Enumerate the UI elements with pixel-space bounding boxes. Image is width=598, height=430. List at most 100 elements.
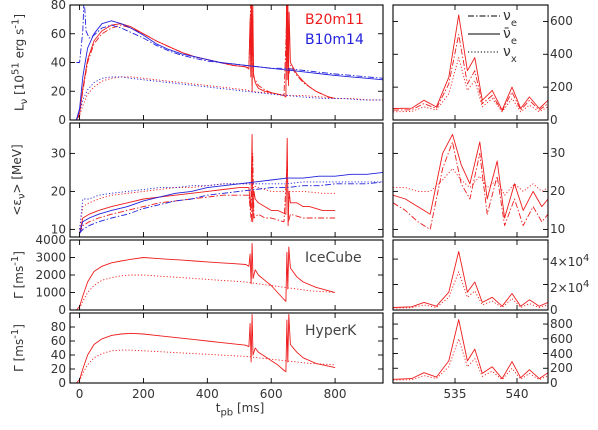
y-tick-label: 80 (51, 320, 66, 334)
y-tick-label: 30 (550, 146, 566, 161)
y-tick-label-text: 400 (550, 47, 573, 62)
y-tick-label: 20 (51, 362, 66, 376)
y-tick-label-text: 10 (550, 222, 566, 237)
y-tick-label: 60 (51, 27, 66, 41)
panel-frame (392, 4, 549, 121)
y-tick-label: 40 (51, 56, 66, 70)
y-tick-label-text: 0 (550, 113, 558, 127)
panel-icecube-zoom: 0 2×104 4×104 (392, 239, 590, 317)
flavor-legend: νeν̄eνx (468, 8, 517, 65)
panel-mean_energy-zoom: 10 20 30 (392, 122, 566, 238)
line-b20m11-nux (76, 274, 336, 310)
line-b10m14-nue (76, 5, 383, 79)
y-tick-label: 200 (550, 361, 573, 376)
y-tick-label: 800 (550, 317, 573, 332)
zoom-line-b20m11-nux (393, 338, 548, 381)
panel-frame (69, 122, 384, 238)
detector-label: IceCube (305, 250, 362, 266)
y-tick-label-text: 600 (550, 14, 573, 29)
y-tick-label-text: 600 (550, 331, 573, 346)
panel-frame (69, 312, 384, 384)
line-b10m14-nux (79, 181, 383, 230)
x-tick-label: 535 (444, 387, 467, 401)
y-tick-label: 20 (550, 184, 566, 199)
y-tick-label-text: 400 (550, 346, 573, 361)
line-b10m14-nue_bar (79, 171, 383, 234)
detector-label: HyperK (305, 323, 357, 339)
legend-model-b20m11: B20m11 (305, 12, 364, 28)
zoom-line-b20m11-nue_bar (393, 251, 548, 308)
y-tick-label-text: 800 (550, 317, 573, 332)
y-tick-label-text: 4×104 (550, 253, 590, 269)
y-tick-label: 400 (550, 47, 573, 62)
y-tick-label: 20 (51, 184, 66, 198)
zoom-line-b20m11-nue (393, 34, 548, 112)
y-tick-label: 600 (550, 14, 573, 29)
y-tick-label: 4000 (35, 233, 66, 247)
y-tick-label: 80 (51, 0, 66, 12)
y-tick-label: 4×104 (550, 253, 590, 269)
y-tick-label: 0 (550, 303, 558, 317)
x-tick-label: 540 (506, 387, 529, 401)
y-tick-label: 3000 (35, 251, 66, 265)
model-legend: B20m11 B10m14 (305, 12, 364, 48)
series-group (393, 133, 548, 230)
series-group (393, 14, 548, 113)
y-tick-label: 60 (51, 334, 66, 348)
line-b20m11-nue_bar (76, 243, 336, 310)
series-group (79, 133, 383, 234)
y-tick-label: 0 (58, 113, 66, 127)
y-tick-label-text: 0 (550, 303, 558, 317)
line-b20m11-nue_bar (75, 5, 336, 120)
line-b20m11-nux (76, 349, 336, 383)
series-group (76, 313, 336, 383)
line-b20m11-nux (76, 76, 383, 120)
y-tick-label: 1000 (35, 286, 66, 300)
line-b10m14-nux (75, 76, 383, 120)
panel-frame (392, 122, 549, 238)
y-tick-label: 10 (51, 222, 66, 236)
line-b10m14-nue_bar (75, 20, 383, 120)
y-tick-label-text: 20 (550, 184, 566, 199)
y-tick-label: 10 (550, 222, 566, 237)
y-tick-label-text: 30 (550, 146, 566, 161)
panel-frame (392, 312, 549, 384)
zoom-line-b20m11-nue_bar (393, 133, 548, 219)
zoom-line-b20m11-nue_bar (393, 319, 548, 380)
series-group (393, 319, 548, 381)
line-b20m11-nux (79, 183, 336, 230)
line-b20m11-nue (79, 152, 336, 234)
x-tick-label: 600 (260, 387, 283, 401)
line-b20m11-nue_bar (76, 313, 336, 383)
x-tick-label: 800 (324, 387, 347, 401)
zoom-line-b20m11-nue (393, 141, 548, 230)
panel-frame (392, 239, 549, 311)
y-tick-label: 2×104 (550, 278, 590, 294)
legend-model-b10m14: B10m14 (305, 32, 364, 48)
line-b20m11-nue (76, 5, 336, 120)
series-group (75, 5, 383, 120)
y-tick-label: 40 (51, 348, 66, 362)
y-tick-label: 0 (550, 376, 558, 390)
y-tick-label-text: 2×104 (550, 278, 590, 294)
line-b10m14-nue (79, 181, 383, 234)
y-tick-label-text: 200 (550, 80, 573, 95)
y-tick-label: 600 (550, 331, 573, 346)
x-axis-label: tpb [ms] (216, 401, 265, 418)
y-tick-label: 30 (51, 146, 66, 160)
x-tick-label: 400 (196, 387, 219, 401)
line-b20m11-nue_bar (79, 133, 336, 234)
panel-luminosity-zoom: 0 200 400 600 (392, 4, 573, 127)
legend-flavor-label: νx (503, 44, 517, 65)
y-tick-label-text: 0 (550, 376, 558, 390)
y-tick-label: 20 (51, 84, 66, 98)
y-tick-label-text: 200 (550, 361, 573, 376)
series-group (393, 251, 548, 309)
